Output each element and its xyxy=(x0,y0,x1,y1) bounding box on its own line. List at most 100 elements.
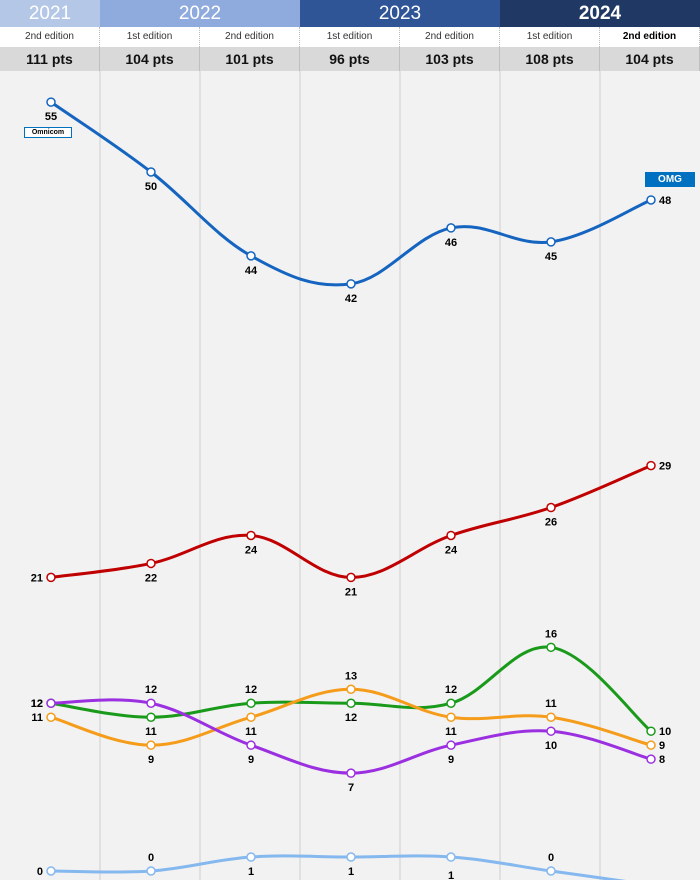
data-point xyxy=(446,530,456,541)
data-point xyxy=(146,167,156,177)
data-point xyxy=(546,866,556,876)
points-total: 108 pts xyxy=(500,47,600,71)
data-label: 11 xyxy=(145,726,157,738)
data-label: 0 xyxy=(548,852,554,864)
points-total: 111 pts xyxy=(0,47,100,71)
edition-label: 1st edition xyxy=(300,27,400,47)
data-label: 16 xyxy=(545,628,557,640)
data-point xyxy=(246,852,256,862)
series-line xyxy=(49,100,653,287)
data-label: 9 xyxy=(659,740,665,752)
data-label: 11 xyxy=(445,726,457,738)
data-label: 12 xyxy=(345,712,357,724)
points-row: 111 pts 104 pts 101 pts 96 pts 103 pts 1… xyxy=(0,47,700,71)
edition-row: 2nd edition 1st edition 2nd edition 1st … xyxy=(0,27,700,47)
data-point xyxy=(246,712,256,722)
data-label: 9 xyxy=(248,754,254,766)
data-point xyxy=(546,642,556,653)
edition-label: 1st edition xyxy=(500,27,600,47)
data-point xyxy=(346,572,356,583)
data-point xyxy=(246,530,256,541)
data-point xyxy=(346,684,356,695)
data-label: 29 xyxy=(659,461,671,473)
data-point xyxy=(346,768,356,778)
data-point xyxy=(46,712,56,722)
data-label: 9 xyxy=(148,754,154,766)
edition-label: 2nd edition xyxy=(400,27,500,47)
data-point xyxy=(146,558,156,569)
data-label: 12 xyxy=(145,684,157,696)
edition-label: 2nd edition xyxy=(0,27,100,47)
data-point xyxy=(46,866,56,876)
year-2021: 2021 xyxy=(0,0,100,27)
points-total: 103 pts xyxy=(400,47,500,71)
year-2022: 2022 xyxy=(100,0,300,27)
data-label: 12 xyxy=(245,684,257,696)
data-point xyxy=(346,279,356,289)
data-point xyxy=(46,572,56,583)
data-point xyxy=(446,740,456,750)
data-label: 22 xyxy=(145,572,157,584)
data-label: 24 xyxy=(445,544,458,556)
data-label: 13 xyxy=(345,670,357,682)
data-point xyxy=(646,726,656,736)
omg-tag: OMG xyxy=(645,172,695,187)
data-point xyxy=(146,740,156,750)
year-2023: 2023 xyxy=(300,0,500,27)
data-label: 1 xyxy=(348,866,354,878)
year-header: 2021 2022 2023 2024 xyxy=(0,0,700,27)
data-point xyxy=(646,460,656,471)
data-label: 44 xyxy=(245,265,258,277)
data-label: 12 xyxy=(31,698,43,710)
series-line xyxy=(49,698,653,775)
data-label: 9 xyxy=(448,754,454,766)
data-point xyxy=(546,712,556,722)
data-label: 21 xyxy=(31,572,43,584)
data-label: 45 xyxy=(545,251,557,263)
data-label: 11 xyxy=(545,698,557,710)
omnicom-tag: Omnicom xyxy=(24,127,72,138)
data-point xyxy=(246,740,256,750)
data-point xyxy=(546,502,556,513)
data-point xyxy=(646,195,656,205)
data-point xyxy=(146,712,156,722)
data-point xyxy=(246,251,256,261)
data-label: 7 xyxy=(348,782,354,794)
data-point xyxy=(246,698,256,708)
data-label: 24 xyxy=(245,544,258,556)
data-label: 8 xyxy=(659,754,665,766)
data-label: 26 xyxy=(545,517,557,529)
year-2024: 2024 xyxy=(500,0,700,27)
series-line xyxy=(49,464,653,579)
data-label: 10 xyxy=(545,740,557,752)
data-label: 11 xyxy=(245,726,257,738)
data-point xyxy=(646,740,656,750)
data-point xyxy=(146,866,156,876)
data-point xyxy=(46,97,56,107)
data-label: 1 xyxy=(448,870,454,880)
data-label: 48 xyxy=(659,195,671,207)
data-label: 1 xyxy=(248,866,254,878)
data-point xyxy=(346,852,356,862)
data-label: 0 xyxy=(37,866,43,878)
points-total: 104 pts xyxy=(100,47,200,71)
edition-label: 2nd edition xyxy=(200,27,300,47)
data-label: 12 xyxy=(31,698,43,710)
data-point xyxy=(446,698,456,708)
data-point xyxy=(46,698,56,708)
data-label: 10 xyxy=(659,726,671,738)
data-point xyxy=(646,754,656,764)
data-label: 11 xyxy=(31,712,43,724)
data-point xyxy=(346,698,356,708)
data-label: 46 xyxy=(445,237,457,249)
points-total: 101 pts xyxy=(200,47,300,71)
data-label: 42 xyxy=(345,293,357,305)
data-point xyxy=(546,726,556,736)
data-point xyxy=(146,698,156,708)
data-label: 0 xyxy=(148,852,154,864)
data-label: 50 xyxy=(145,181,157,193)
data-point xyxy=(446,852,456,862)
data-label: 12 xyxy=(445,684,457,696)
data-point xyxy=(446,223,456,233)
